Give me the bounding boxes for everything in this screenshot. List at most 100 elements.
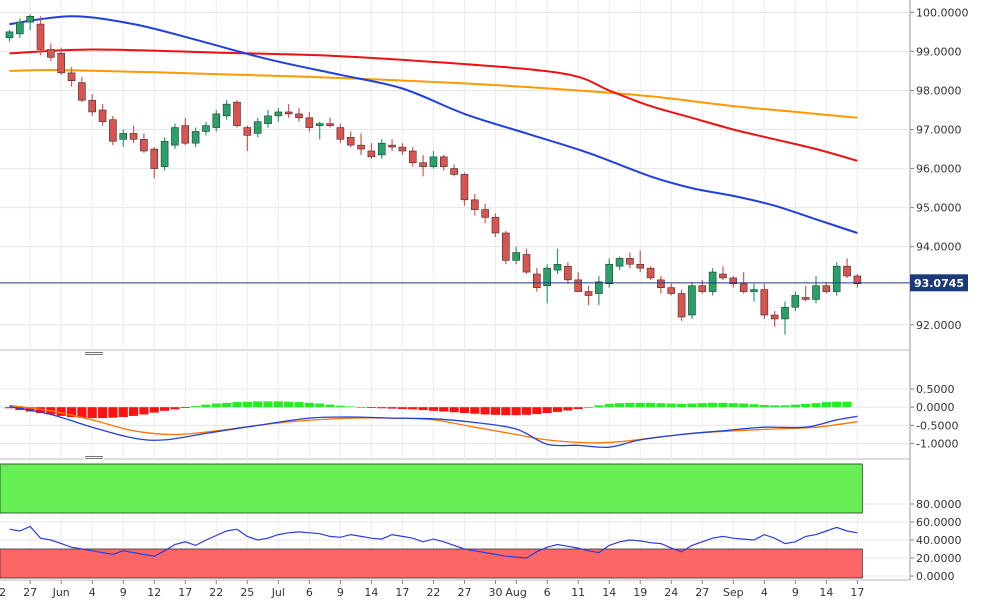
macd-histogram-bar xyxy=(697,403,707,408)
macd-histogram-bar xyxy=(635,402,645,408)
candle xyxy=(305,111,314,132)
macd-histogram-bar xyxy=(366,407,376,408)
macd-histogram-bar xyxy=(563,407,573,411)
candle-body xyxy=(832,265,841,292)
candle xyxy=(626,252,634,269)
candle-body xyxy=(398,146,407,152)
candle-body xyxy=(274,111,283,117)
candle xyxy=(688,281,696,319)
candle-body xyxy=(377,142,386,156)
candle-body xyxy=(564,265,572,281)
candle xyxy=(357,133,365,155)
candle-body xyxy=(202,125,210,132)
candle-body xyxy=(450,168,458,175)
candle-body xyxy=(388,144,396,148)
candle-body xyxy=(677,293,686,318)
candle xyxy=(781,301,789,335)
candle xyxy=(88,94,97,116)
x-tick-label: 9 xyxy=(337,586,344,599)
x-tick-label: Sep xyxy=(723,586,744,599)
macd-histogram xyxy=(4,401,852,419)
macd-histogram-bar xyxy=(821,402,831,408)
candle xyxy=(636,250,645,273)
candle xyxy=(5,29,14,42)
macd-histogram-bar xyxy=(128,407,139,416)
candle xyxy=(36,16,45,56)
y-tick-label: 97.0000 xyxy=(916,124,962,137)
macd-histogram-bar xyxy=(356,407,366,408)
macd-histogram-bar xyxy=(118,407,128,417)
candle-body xyxy=(181,125,190,144)
macd-histogram-bar xyxy=(708,402,718,408)
candle xyxy=(119,129,128,148)
candle-body xyxy=(150,148,159,169)
candle xyxy=(770,311,779,327)
macd-histogram-bar xyxy=(428,407,439,411)
candle xyxy=(398,143,407,155)
macd-line xyxy=(9,405,858,449)
macd-histogram-bar xyxy=(273,401,283,408)
candle xyxy=(129,125,138,144)
candle xyxy=(812,275,820,304)
macd-histogram-bar xyxy=(728,403,738,408)
candle xyxy=(750,283,758,302)
candle-body xyxy=(36,23,45,50)
candle-body xyxy=(688,285,696,316)
macd-histogram-bar xyxy=(583,407,594,408)
candle-body xyxy=(315,123,324,126)
x-tick-label: 19 xyxy=(633,586,647,599)
rsi-oversold-zone xyxy=(0,548,863,579)
candle xyxy=(533,268,541,292)
candle-body xyxy=(119,133,128,140)
x-tick-label: 17 xyxy=(178,586,192,599)
candle xyxy=(109,115,117,146)
candle-body xyxy=(853,275,862,285)
candle xyxy=(667,283,676,296)
candle xyxy=(26,14,34,30)
candle-body xyxy=(636,263,645,269)
candle-body xyxy=(646,267,655,279)
y-axis-labels: 100.0000 99.0000 98.0000 97.0000 96.0000 95.0… xyxy=(910,6,969,583)
macd-histogram-bar xyxy=(408,407,418,410)
macd-histogram-bar xyxy=(759,405,769,408)
candlesticks xyxy=(5,14,862,335)
candle xyxy=(212,109,221,132)
x-tick-label: 27 xyxy=(23,586,37,599)
candle xyxy=(543,264,551,304)
candle-body xyxy=(295,113,303,119)
macd-histogram-bar xyxy=(594,405,604,408)
x-tick-label: 14 xyxy=(819,586,833,599)
panel-resize-handle-macd[interactable] xyxy=(84,351,104,356)
candle xyxy=(584,285,593,306)
candle-body xyxy=(98,109,107,123)
candle-body xyxy=(667,287,676,294)
candle-body xyxy=(729,277,738,285)
macd-histogram-bar xyxy=(573,407,583,409)
macd-histogram-bar xyxy=(542,407,552,413)
macd-histogram-bar xyxy=(87,407,97,419)
macd-histogram-bar xyxy=(501,407,511,416)
candle xyxy=(284,104,293,118)
x-tick-label: 12 xyxy=(147,586,161,599)
candle xyxy=(657,275,665,294)
candle-body xyxy=(16,21,24,35)
candle-body xyxy=(5,31,14,39)
x-tick-label: 14 xyxy=(602,586,616,599)
candle-body xyxy=(791,295,800,308)
macd-histogram-bar xyxy=(35,407,46,413)
candle-body xyxy=(843,265,851,277)
macd-histogram-bar xyxy=(811,403,821,408)
panel-resize-handle-rsi[interactable] xyxy=(84,455,104,460)
candle-body xyxy=(357,144,365,150)
x-tick-label: Jul xyxy=(271,586,285,599)
candle xyxy=(698,279,707,294)
candle-body xyxy=(615,258,624,267)
y-tick-label: 96.0000 xyxy=(916,163,962,176)
candle-body xyxy=(26,15,34,23)
x-tick-label: Jun xyxy=(52,586,70,599)
rsi-line xyxy=(9,525,858,559)
candle-body xyxy=(140,138,148,152)
y-tick-label: 0.0000 xyxy=(916,570,955,583)
macd-histogram-bar xyxy=(180,407,190,408)
